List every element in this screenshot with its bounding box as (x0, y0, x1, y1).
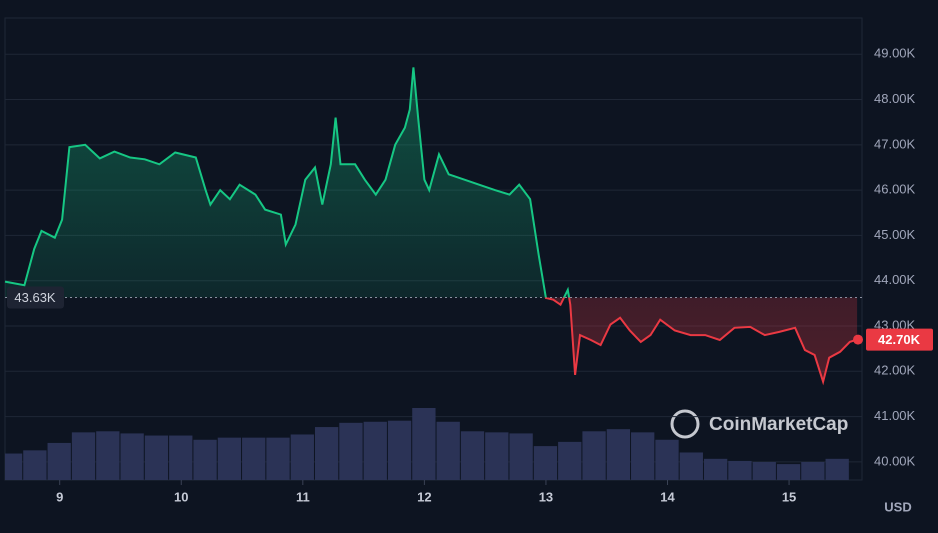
x-tick-label: 10 (174, 489, 188, 504)
y-tick-label: 46.00K (874, 182, 916, 197)
baseline-label: 43.63K (14, 290, 56, 305)
volume-bar (242, 437, 266, 480)
y-tick-label: 42.00K (874, 363, 916, 378)
volume-bar (387, 420, 412, 480)
y-axis-label: USD (884, 499, 911, 514)
volume-bar (825, 458, 849, 480)
watermark-text: CoinMarketCap (709, 414, 848, 435)
volume-bar (776, 464, 801, 480)
x-tick-label: 9 (56, 489, 63, 504)
y-tick-label: 44.00K (874, 272, 916, 287)
last-price-box (866, 328, 933, 351)
line-up (4, 67, 571, 298)
volume-bar (679, 452, 703, 480)
volume-bar (801, 462, 825, 480)
x-tick-label: 14 (660, 489, 675, 504)
volume-bar (290, 434, 314, 480)
y-tick-label: 41.00K (874, 408, 916, 423)
volume-bar (558, 441, 582, 480)
x-tick-label: 12 (417, 489, 431, 504)
volume-bar (582, 431, 606, 480)
volume-bar (703, 458, 728, 480)
volume-bar (96, 431, 120, 480)
y-tick-label: 49.00K (874, 46, 916, 61)
volume-bar (460, 431, 485, 480)
volume-bar (266, 437, 290, 480)
area-down (5, 297, 858, 382)
volume-bar (509, 433, 533, 480)
volume-bar (533, 446, 558, 480)
x-tick-label: 11 (296, 489, 310, 504)
x-tick-label: 15 (782, 489, 796, 504)
volume-bar (217, 437, 242, 480)
area-up (5, 67, 570, 298)
y-tick-label: 48.00K (874, 91, 916, 106)
volume-bar (606, 429, 631, 480)
volume-bar (5, 453, 23, 480)
volume-bar (752, 462, 776, 480)
volume-bar (23, 450, 47, 480)
volume-bar (728, 460, 752, 480)
watermark: CoinMarketCap (670, 409, 848, 439)
y-tick-label: 40.00K (874, 453, 916, 468)
last-price-dot (853, 334, 863, 345)
baseline-label-box (7, 286, 64, 309)
volume-bar (631, 432, 655, 480)
volume-bar (71, 432, 96, 480)
volume-bar (339, 422, 363, 480)
volume-bar (47, 442, 71, 480)
y-tick-label: 45.00K (874, 227, 916, 242)
volume-bar (363, 421, 387, 480)
volume-bar (485, 432, 509, 480)
volume-bar (412, 408, 436, 480)
volume-bar (144, 435, 169, 480)
volume-bar (193, 439, 217, 480)
volume-bar (655, 439, 679, 480)
line-down (544, 297, 858, 386)
volume-bar (436, 421, 460, 480)
watermark-logo (670, 409, 700, 439)
volume-bar (314, 427, 339, 480)
volume-bar (169, 435, 193, 480)
volume-bar (120, 433, 144, 480)
y-tick-label: 47.00K (874, 136, 916, 151)
last-price-label: 42.70K (878, 332, 921, 347)
x-tick-label: 13 (539, 489, 553, 504)
